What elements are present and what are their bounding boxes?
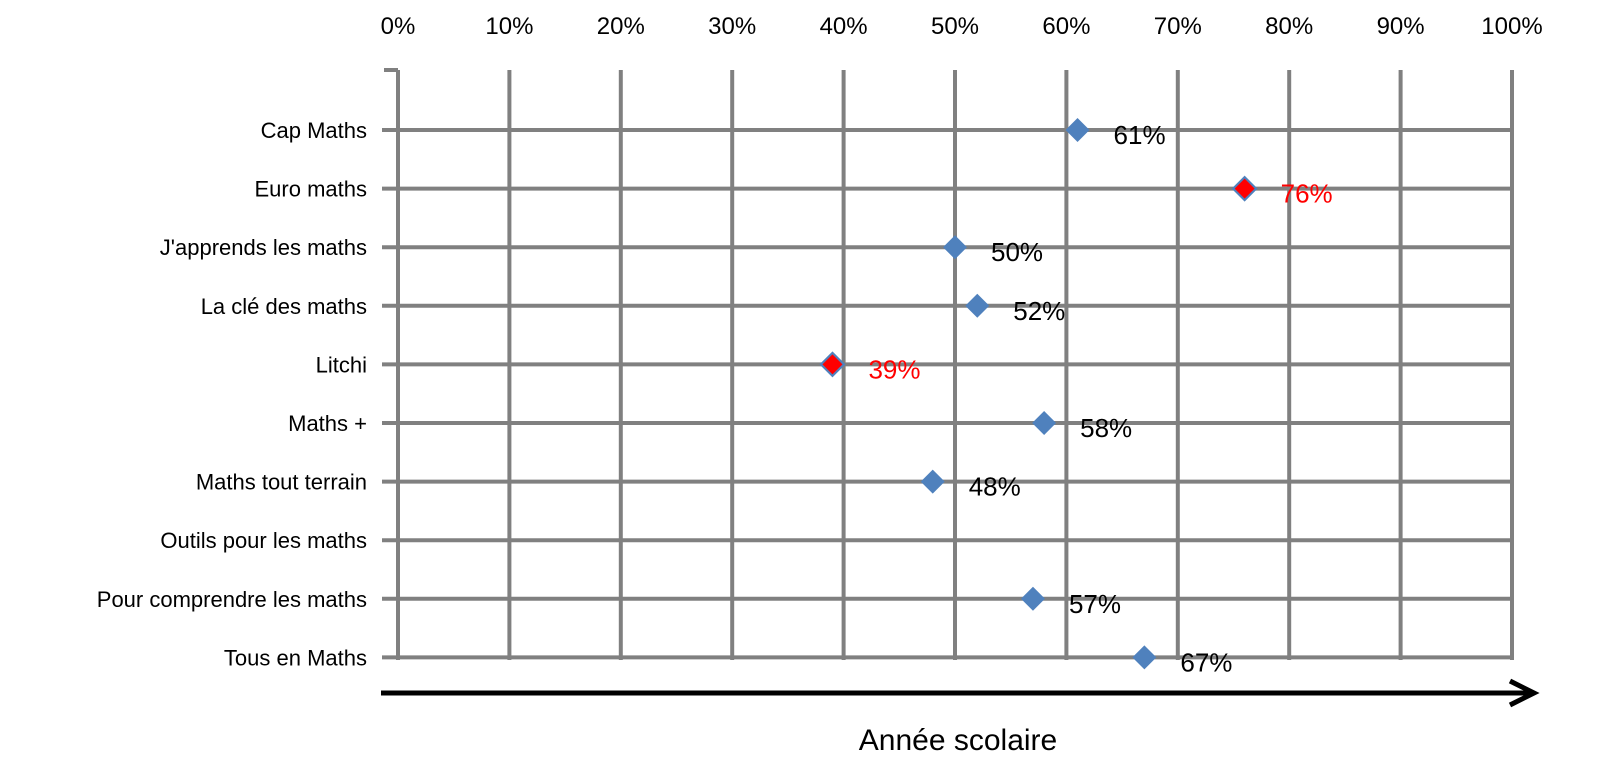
data-marker (943, 235, 967, 260)
category-label: Maths + (288, 411, 367, 436)
x-tick-label: 0% (381, 13, 416, 40)
x-tick-label: 70% (1154, 13, 1202, 40)
axis-arrow-head (1508, 678, 1540, 708)
category-label: Pour comprendre les maths (97, 587, 367, 612)
data-label: 67% (1180, 647, 1232, 677)
x-tick-label: 100% (1481, 13, 1542, 40)
data-marker-highlight (822, 354, 843, 375)
x-tick-label: 10% (485, 13, 533, 40)
data-marker-highlight (1234, 178, 1255, 199)
x-axis-title: Année scolaire (859, 724, 1057, 757)
data-label: 48% (969, 472, 1021, 502)
data-label: 39% (868, 354, 920, 384)
data-marker (1020, 586, 1045, 611)
data-marker (1032, 411, 1057, 435)
grid (382, 68, 1514, 660)
category-label: Maths tout terrain (196, 470, 367, 495)
data-marker (1132, 645, 1157, 670)
category-label: Outils pour les maths (160, 528, 367, 553)
x-tick-label: 30% (708, 13, 756, 40)
x-tick-label: 40% (820, 13, 868, 40)
category-label: Euro maths (255, 177, 368, 202)
data-marker (965, 293, 990, 318)
category-label: Litchi (316, 352, 367, 377)
data-label: 57% (1069, 589, 1121, 619)
category-labels: Cap Maths Euro maths J'apprends les maths L… (97, 118, 367, 670)
data-marker (920, 469, 945, 494)
category-label: J'apprends les maths (160, 235, 367, 260)
data-marker (1065, 118, 1090, 142)
x-tick-label: 50% (931, 13, 979, 40)
x-tick-label: 90% (1377, 13, 1425, 40)
category-label: Tous en Maths (224, 645, 367, 670)
data-markers (819, 118, 1258, 670)
x-tick-label: 80% (1265, 13, 1313, 40)
data-label: 52% (1013, 296, 1065, 326)
data-label: 61% (1114, 120, 1166, 150)
data-label: 58% (1080, 413, 1132, 443)
x-tick-labels: 0% 10% 20% 30% 40% 50% 60% 70% 80% 90% 100% (381, 13, 1543, 40)
category-label: La clé des maths (201, 294, 367, 319)
data-labels: 61% 76% 50% 52% 39% 58% 48% 57% 67% (868, 120, 1332, 677)
x-tick-label: 60% (1042, 13, 1090, 40)
data-label: 76% (1281, 179, 1333, 209)
data-label: 50% (991, 237, 1043, 267)
x-tick-label: 20% (597, 13, 645, 40)
x-axis-arrow (381, 678, 1540, 708)
category-label: Cap Maths (261, 118, 367, 143)
